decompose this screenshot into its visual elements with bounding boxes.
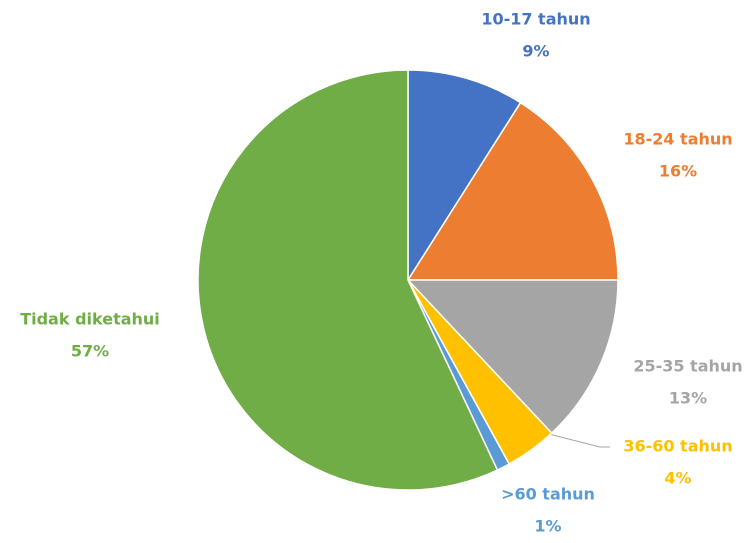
slice-label: >60 tahun — [501, 485, 595, 504]
pie-slice — [197, 69, 499, 491]
slice-value: 9% — [522, 42, 549, 61]
leader-line — [532, 429, 610, 448]
slice-value: 16% — [659, 162, 697, 181]
slice-value: 57% — [71, 342, 109, 361]
pie-slice — [407, 69, 522, 283]
pie-slice — [406, 101, 619, 281]
slice-label: 18-24 tahun — [623, 130, 732, 149]
slice-value: 4% — [664, 469, 691, 488]
slice-value: 1% — [534, 517, 561, 536]
slice-label: 25-35 tahun — [633, 357, 742, 376]
slice-label: Tidak diketahui — [20, 310, 160, 329]
slice-label: 10-17 tahun — [481, 10, 590, 29]
slice-value: 13% — [669, 389, 707, 408]
pie-slice — [406, 279, 619, 435]
slice-label: 36-60 tahun — [623, 437, 732, 456]
